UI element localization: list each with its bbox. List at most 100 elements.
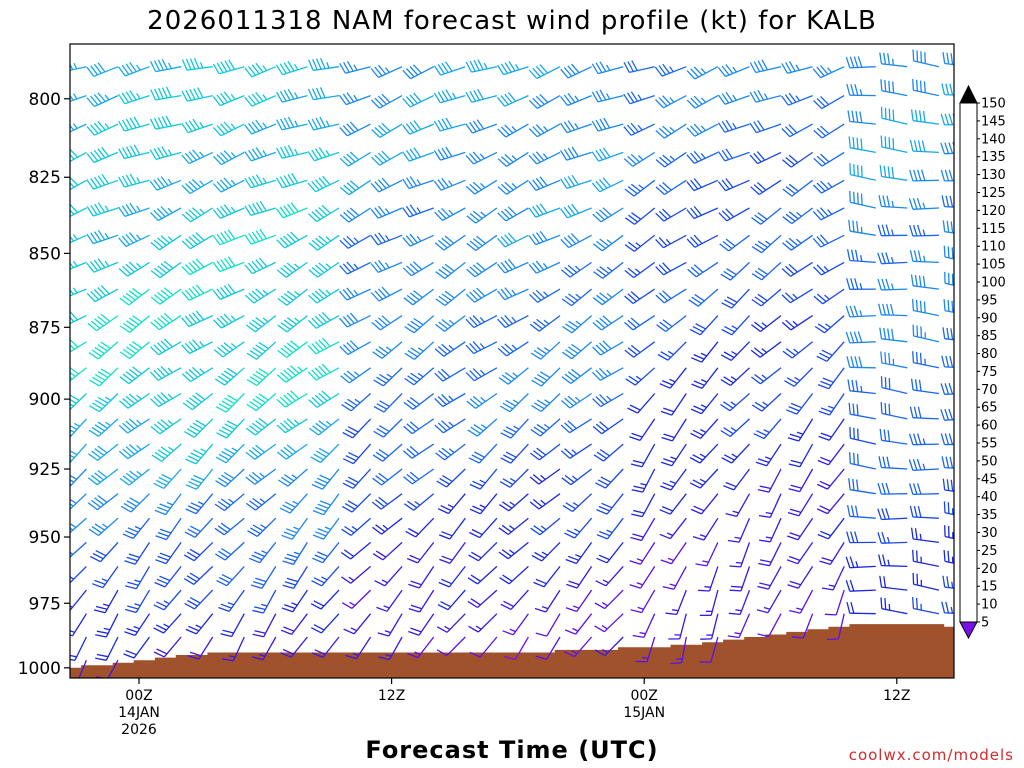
wind-barb bbox=[566, 566, 593, 589]
wind-barb bbox=[1006, 222, 1024, 236]
wind-barb bbox=[528, 203, 561, 218]
wind-barb bbox=[339, 312, 371, 328]
wind-barb bbox=[370, 93, 403, 109]
wind-barb bbox=[307, 116, 340, 131]
colorbar-label: 35 bbox=[981, 508, 998, 523]
wind-barb bbox=[0, 175, 23, 188]
wind-barb bbox=[880, 135, 908, 154]
wind-barb bbox=[528, 176, 561, 191]
wind-barb bbox=[308, 261, 340, 278]
wind-barb bbox=[529, 493, 561, 510]
wind-barb bbox=[437, 589, 466, 611]
wind-barb bbox=[434, 367, 466, 382]
wind-barb bbox=[592, 234, 624, 252]
wind-barb bbox=[466, 261, 498, 278]
wind-barb bbox=[181, 258, 214, 276]
wind-barb bbox=[244, 257, 277, 275]
wind-barb bbox=[535, 636, 561, 660]
wind-barb bbox=[594, 636, 624, 657]
wind-barb bbox=[377, 613, 403, 637]
wind-barb bbox=[655, 151, 687, 168]
wind-barb bbox=[848, 478, 876, 495]
wind-barb bbox=[308, 204, 340, 223]
wind-barb bbox=[720, 418, 750, 438]
wind-barb bbox=[150, 260, 182, 279]
wind-barb bbox=[721, 288, 750, 309]
wind-barb bbox=[402, 204, 434, 218]
wind-barb bbox=[150, 338, 182, 356]
wind-barb bbox=[756, 589, 782, 614]
colorbar-label: 150 bbox=[981, 97, 1006, 112]
wind-barb bbox=[248, 541, 277, 564]
wind-barb bbox=[376, 589, 403, 612]
wind-barb bbox=[373, 393, 403, 413]
wind-barb bbox=[717, 91, 750, 105]
wind-barb bbox=[624, 315, 656, 331]
wind-barb bbox=[528, 64, 561, 80]
wind-barb bbox=[909, 139, 939, 154]
wind-barb bbox=[29, 637, 55, 658]
wind-barb bbox=[468, 613, 498, 633]
wind-barb bbox=[70, 123, 87, 133]
wind-barb bbox=[880, 597, 908, 615]
wind-barb bbox=[878, 303, 908, 317]
wind-barb bbox=[560, 261, 592, 278]
wind-barb bbox=[593, 443, 624, 462]
wind-barb bbox=[370, 64, 403, 78]
wind-barb bbox=[686, 123, 719, 137]
wind-barb bbox=[70, 203, 87, 218]
wind-barb bbox=[87, 493, 119, 511]
wind-barb bbox=[498, 517, 529, 536]
wind-barb bbox=[402, 147, 434, 162]
wind-barb bbox=[402, 233, 434, 247]
wind-barb bbox=[0, 340, 23, 356]
wind-barb bbox=[0, 60, 23, 73]
colorbar-label: 5 bbox=[981, 616, 989, 631]
y-tick-label: 825 bbox=[29, 168, 61, 188]
wind-barb bbox=[720, 261, 750, 281]
colorbar-label: 10 bbox=[981, 598, 998, 613]
wind-barb bbox=[439, 542, 466, 565]
colorbar-label: 70 bbox=[981, 383, 998, 398]
wind-barb bbox=[465, 315, 498, 329]
wind-barb bbox=[119, 341, 150, 360]
wind-barb bbox=[467, 418, 498, 437]
wind-barb bbox=[70, 260, 87, 270]
wind-barb bbox=[151, 443, 182, 462]
wind-barb bbox=[499, 468, 529, 488]
wind-barb bbox=[212, 204, 245, 219]
wind-barb bbox=[695, 542, 719, 567]
wind-barb bbox=[655, 207, 687, 222]
wind-barb bbox=[214, 517, 245, 536]
wind-barb bbox=[655, 288, 687, 304]
wind-barb bbox=[372, 541, 403, 561]
wind-barb bbox=[0, 117, 23, 130]
wind-barb bbox=[309, 418, 340, 436]
wind-barb bbox=[89, 367, 119, 387]
wind-barb bbox=[813, 261, 845, 276]
wind-barb bbox=[213, 341, 245, 358]
wind-barb bbox=[751, 315, 782, 333]
wind-barb bbox=[88, 341, 119, 360]
wind-barb bbox=[940, 142, 954, 155]
wind-barb bbox=[246, 393, 277, 412]
wind-barb bbox=[912, 572, 940, 591]
wind-barb bbox=[623, 60, 655, 74]
wind-barb bbox=[339, 179, 371, 196]
wind-barb bbox=[497, 179, 529, 195]
wind-barb bbox=[565, 589, 593, 613]
colorbar-label: 110 bbox=[981, 240, 1006, 255]
wind-barb bbox=[407, 636, 435, 659]
wind-barb bbox=[750, 179, 782, 196]
wind-barb bbox=[659, 493, 687, 515]
wind-barb bbox=[877, 224, 908, 237]
wind-barb bbox=[216, 418, 245, 439]
wind-barb bbox=[846, 504, 876, 519]
wind-barb bbox=[878, 195, 908, 209]
wind-barb bbox=[723, 468, 751, 491]
wind-barb bbox=[942, 52, 954, 66]
wind-barb bbox=[149, 146, 182, 161]
wind-barb bbox=[124, 613, 151, 637]
wind-barb bbox=[93, 589, 119, 614]
wind-barb bbox=[86, 62, 119, 77]
